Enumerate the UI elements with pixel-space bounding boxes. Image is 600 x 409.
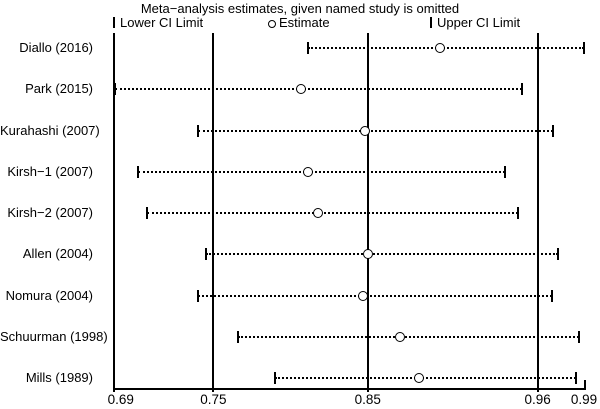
study-label: Diallo (2016) [19, 40, 93, 55]
x-tick-label: 0.99 [570, 392, 598, 407]
estimate-marker [313, 208, 324, 218]
lower-ci-cap [196, 289, 199, 302]
legend-upper-label: Upper CI Limit [437, 15, 521, 30]
lower-ci-cap [113, 83, 116, 96]
study-label: Allen (2004) [22, 246, 93, 262]
upper-ci-bar-icon [430, 17, 432, 28]
upper-ci-cap [550, 289, 553, 302]
legend-item-estimate: Estimate [268, 16, 330, 30]
study-label: Nomura (2004) [5, 287, 93, 303]
estimate-marker [395, 331, 406, 342]
estimate-marker [435, 43, 446, 53]
estimate-marker [296, 84, 307, 95]
legend-item-lower-ci: Lower CI Limit [113, 16, 203, 30]
x-axis-end-tick [584, 380, 586, 388]
x-tick-label: 0.69 [107, 392, 134, 407]
legend-lower-label: Lower CI Limit [120, 15, 204, 30]
lower-ci-cap [306, 42, 309, 54]
ci-line [238, 335, 580, 338]
upper-ci-cap [552, 124, 555, 137]
ci-line [137, 170, 506, 173]
estimate-circle-icon [268, 20, 276, 28]
x-tick-label: 0.75 [200, 392, 227, 407]
study-label: Kirsh−2 (2007) [7, 205, 93, 220]
upper-ci-cap [578, 330, 581, 343]
ci-line [146, 212, 518, 214]
upper-ci-cap [516, 207, 519, 219]
upper-ci-cap [521, 83, 524, 96]
lower-ci-cap [145, 207, 148, 219]
legend-estimate-label: Estimate [279, 15, 330, 30]
estimate-marker [302, 166, 313, 177]
lower-ci-cap [204, 248, 207, 261]
lower-ci-cap [196, 124, 199, 137]
lower-ci-cap [136, 165, 139, 178]
x-axis [113, 388, 586, 390]
ci-line [307, 47, 584, 49]
lower-ci-cap [274, 372, 277, 384]
upper-ci-cap [583, 42, 585, 54]
legend-item-upper-ci: Upper CI Limit [430, 16, 520, 30]
x-tick-label: 0.85 [354, 392, 381, 407]
ci-line [197, 129, 554, 132]
estimate-marker [359, 125, 370, 136]
lower-ci-cap [237, 330, 240, 343]
ci-line [205, 253, 558, 256]
x-tick-label: 0.96 [524, 392, 551, 407]
chart-title: Meta−analysis estimates, given named stu… [140, 1, 460, 16]
ci-line [275, 377, 577, 379]
upper-ci-cap [556, 248, 559, 261]
study-label: Kirsh−1 (2007) [7, 163, 93, 179]
estimate-marker [362, 249, 373, 260]
upper-ci-cap [504, 165, 507, 178]
y-axis-frame [113, 33, 115, 392]
study-label: Schuurman (1998) [0, 328, 108, 344]
upper-ci-cap [575, 372, 578, 384]
study-label: Park (2015) [25, 81, 93, 97]
estimate-marker [358, 290, 369, 301]
estimate-marker [413, 373, 424, 383]
study-label: Kurahashi (2007) [0, 122, 100, 138]
ci-line [114, 88, 523, 91]
lower-ci-bar-icon [113, 17, 115, 28]
study-label: Mills (1989) [25, 370, 93, 385]
reference-line [536, 33, 539, 392]
ci-line [197, 294, 552, 297]
